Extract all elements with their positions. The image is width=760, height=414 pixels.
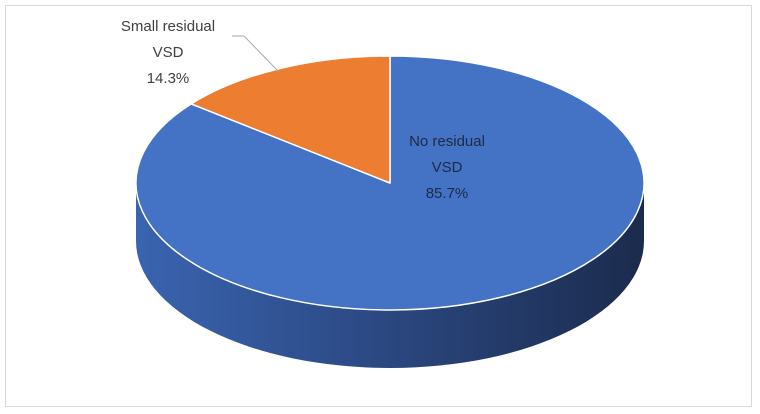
leader-line xyxy=(232,35,280,73)
pie-side-wall xyxy=(136,183,644,368)
label-name-line2: VSD xyxy=(432,159,463,176)
label-name-line1: Small residual xyxy=(121,18,215,35)
pie-slice-small-residual xyxy=(190,55,391,184)
label-name-line1: No residual xyxy=(409,133,485,150)
data-label-no-residual: No residual VSD 85.7% xyxy=(409,133,485,202)
label-value: 14.3% xyxy=(147,70,190,87)
pie-slice-side-no-residual xyxy=(136,183,644,368)
label-name-line2: VSD xyxy=(153,44,184,61)
data-label-small-residual: Small residual VSD 14.3% xyxy=(121,18,215,87)
label-value: 85.7% xyxy=(426,185,469,202)
